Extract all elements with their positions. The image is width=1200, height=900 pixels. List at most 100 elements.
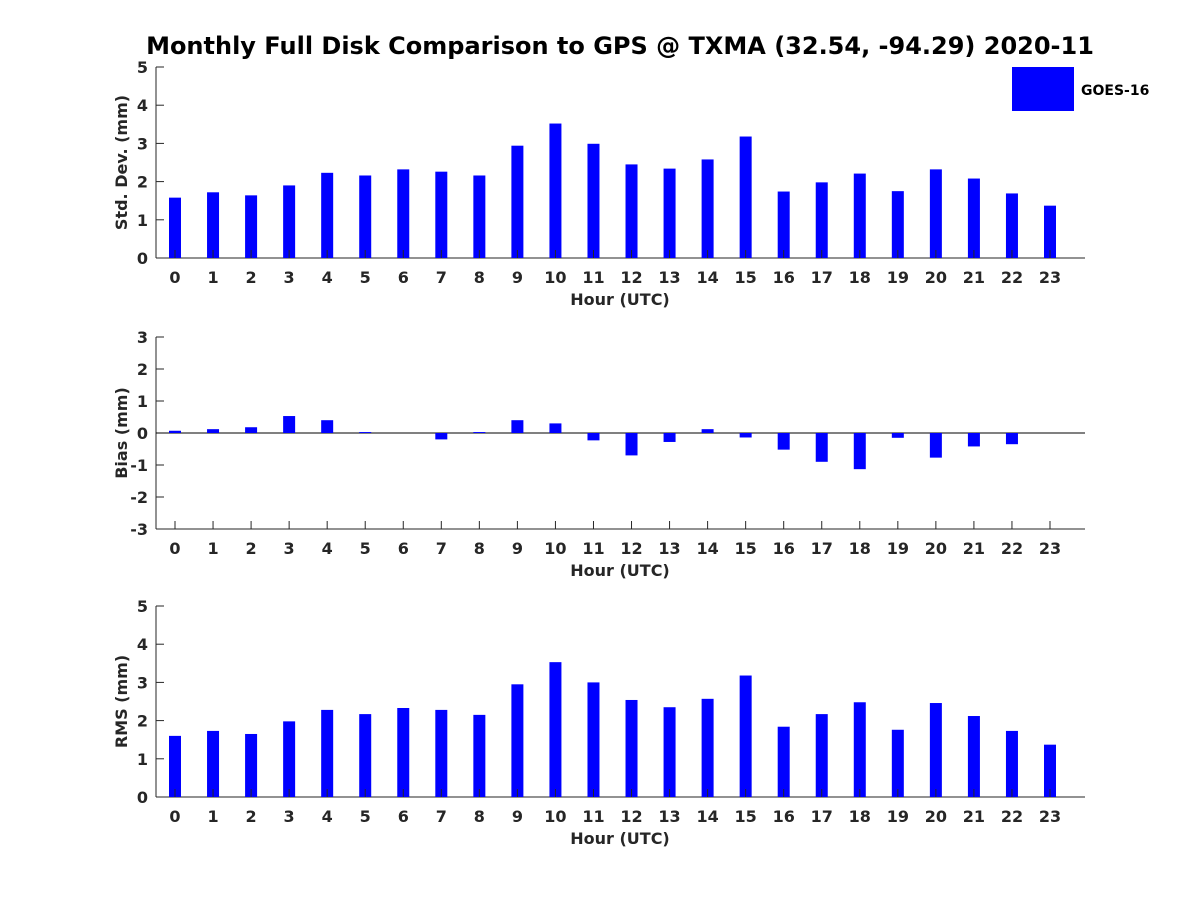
bar-std-dev-10 [549, 123, 562, 258]
bar-rms-5 [359, 714, 372, 797]
x-tick-label: 18 [849, 539, 871, 558]
bar-bias-14 [701, 429, 714, 433]
x-tick-label: 4 [322, 268, 333, 287]
x-tick-label: 21 [963, 807, 985, 826]
y-axis-label: Bias (mm) [112, 387, 131, 479]
y-tick-label: 3 [137, 328, 148, 347]
bar-bias-21 [967, 433, 980, 447]
x-tick-label: 19 [887, 539, 909, 558]
bar-std-dev-17 [815, 182, 828, 258]
x-tick-label: 14 [696, 268, 718, 287]
x-tick-label: 15 [735, 539, 757, 558]
bar-rms-9 [511, 684, 524, 797]
x-tick-label: 3 [284, 268, 295, 287]
x-tick-label: 10 [544, 807, 566, 826]
x-tick-label: 20 [925, 539, 947, 558]
x-tick-label: 17 [811, 268, 833, 287]
x-tick-label: 21 [963, 539, 985, 558]
bar-rms-17 [815, 714, 828, 797]
bar-rms-16 [777, 726, 790, 797]
x-tick-label: 2 [246, 539, 257, 558]
bar-std-dev-9 [511, 145, 524, 258]
x-tick-label: 8 [474, 539, 485, 558]
x-tick-label: 14 [696, 807, 718, 826]
bar-bias-13 [663, 433, 676, 442]
bar-bias-5 [359, 432, 372, 433]
bar-std-dev-4 [321, 172, 334, 258]
bar-rms-4 [321, 709, 334, 797]
x-tick-label: 8 [474, 268, 485, 287]
x-tick-label: 4 [322, 539, 333, 558]
x-tick-label: 11 [582, 807, 604, 826]
bar-rms-2 [245, 733, 258, 797]
x-tick-label: 15 [735, 807, 757, 826]
y-tick-label: 0 [137, 424, 148, 443]
x-tick-label: 0 [169, 539, 180, 558]
bar-std-dev-5 [359, 175, 372, 258]
bar-std-dev-18 [853, 173, 866, 258]
bar-bias-0 [169, 430, 181, 433]
x-tick-label: 10 [544, 539, 566, 558]
bar-bias-12 [625, 433, 638, 456]
x-tick-label: 23 [1039, 807, 1061, 826]
bar-rms-21 [967, 716, 980, 797]
bar-std-dev-16 [777, 191, 790, 258]
x-tick-label: 9 [512, 268, 523, 287]
x-tick-label: 15 [735, 268, 757, 287]
legend-swatch [1012, 67, 1074, 111]
y-tick-label: 1 [137, 392, 148, 411]
x-tick-label: 8 [474, 807, 485, 826]
bar-bias-18 [853, 433, 866, 470]
x-tick-label: 22 [1001, 539, 1023, 558]
bar-rms-19 [891, 729, 904, 797]
x-tick-label: 1 [207, 268, 218, 287]
bar-rms-22 [1005, 730, 1018, 797]
x-tick-label: 9 [512, 807, 523, 826]
bar-bias-19 [891, 433, 904, 438]
bar-std-dev-2 [245, 195, 258, 258]
y-tick-label: 4 [137, 96, 148, 115]
y-tick-label: 1 [137, 750, 148, 769]
x-tick-label: 20 [925, 268, 947, 287]
x-tick-label: 6 [398, 539, 409, 558]
x-tick-label: 3 [284, 539, 295, 558]
x-tick-label: 18 [849, 268, 871, 287]
bar-bias-17 [815, 433, 828, 462]
y-tick-label: 2 [137, 173, 148, 192]
chart-title: Monthly Full Disk Comparison to GPS @ TX… [146, 32, 1094, 60]
y-tick-label: 5 [137, 597, 148, 616]
y-tick-label: 0 [137, 788, 148, 807]
x-axis-label: Hour (UTC) [570, 561, 670, 580]
bar-rms-6 [397, 707, 410, 797]
x-tick-label: 5 [360, 807, 371, 826]
x-tick-label: 0 [169, 807, 180, 826]
bar-rms-0 [169, 735, 181, 797]
bar-bias-16 [777, 433, 790, 450]
bar-rms-8 [473, 714, 486, 797]
x-tick-label: 19 [887, 268, 909, 287]
x-tick-label: 17 [811, 807, 833, 826]
x-tick-label: 23 [1039, 539, 1061, 558]
x-tick-label: 12 [620, 539, 642, 558]
x-tick-label: 7 [436, 807, 447, 826]
y-tick-label: 3 [137, 134, 148, 153]
x-tick-label: 6 [398, 268, 409, 287]
x-tick-label: 20 [925, 807, 947, 826]
y-axis-label: RMS (mm) [112, 655, 131, 748]
x-tick-label: 16 [773, 268, 795, 287]
bar-rms-20 [929, 703, 942, 797]
x-tick-label: 19 [887, 807, 909, 826]
x-tick-label: 2 [246, 268, 257, 287]
y-tick-label: 3 [137, 673, 148, 692]
x-tick-label: 16 [773, 807, 795, 826]
bar-std-dev-20 [929, 169, 942, 258]
y-tick-label: 4 [137, 635, 148, 654]
x-tick-label: 23 [1039, 268, 1061, 287]
x-tick-label: 11 [582, 539, 604, 558]
x-tick-label: 17 [811, 539, 833, 558]
y-tick-label: -3 [130, 520, 148, 539]
bar-std-dev-12 [625, 164, 638, 258]
x-tick-label: 13 [658, 268, 680, 287]
bar-bias-4 [321, 420, 334, 433]
